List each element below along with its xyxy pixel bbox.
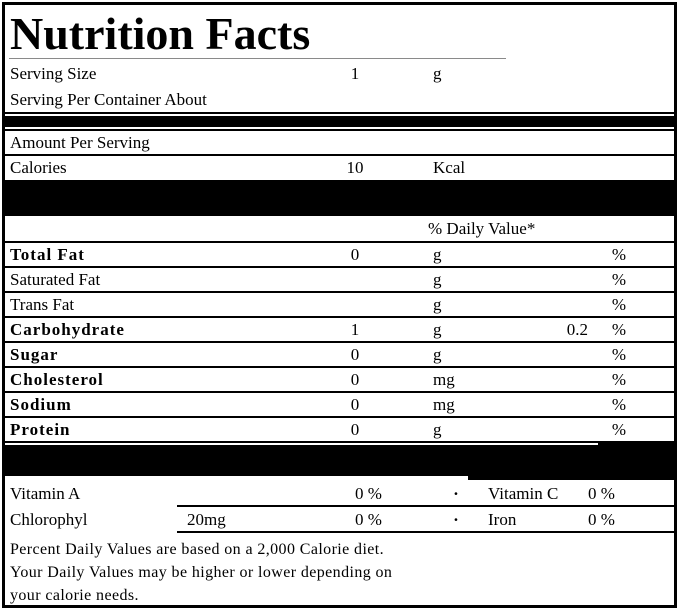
nutrient-name: Cholesterol xyxy=(10,369,104,389)
nutrient-unit: g xyxy=(433,419,442,439)
nutrient-unit: g xyxy=(433,294,442,314)
nutrient-value: 0 xyxy=(350,369,360,389)
micronutrient-amount: 20mg xyxy=(187,510,226,529)
bullet-separator: · xyxy=(453,510,459,529)
micronutrient-percent-2: 0 % xyxy=(588,510,615,529)
nutrient-extra-value: 0.2 xyxy=(566,319,588,339)
nutrient-percent-sign: % xyxy=(611,344,627,364)
nutrient-name: Sugar xyxy=(10,344,59,364)
separator-bar-calories xyxy=(5,182,674,216)
nutrient-percent-sign: % xyxy=(611,319,627,339)
nutrient-unit: g xyxy=(433,244,442,264)
nutrient-percent-sign: % xyxy=(611,244,627,264)
calories-value: 10 xyxy=(346,158,364,177)
nutrient-row: Sugar 0 g % xyxy=(5,343,674,368)
micronutrient-percent-2: 0 % xyxy=(588,483,615,503)
nutrient-name: Carbohydrate xyxy=(10,319,125,339)
bullet-separator: · xyxy=(453,483,459,503)
nutrient-value: 0 xyxy=(350,244,360,264)
nutrient-unit: g xyxy=(433,269,442,289)
nutrient-unit: mg xyxy=(433,394,455,414)
nutrient-unit: mg xyxy=(433,369,455,389)
nutrient-row: Trans Fat g % xyxy=(5,293,674,318)
nutrient-row: Carbohydrate 1 g 0.2 % xyxy=(5,318,674,343)
nutrient-value: 0 xyxy=(350,394,360,414)
micronutrient-rows: Vitamin A 0 % · Vitamin C 0 % Chlorophyl… xyxy=(5,480,674,533)
nutrient-value: 0 xyxy=(350,344,360,364)
micronutrient-name: Chlorophyl xyxy=(10,510,88,529)
nutrient-percent-sign: % xyxy=(611,419,627,439)
footnote-line: your calorie needs. xyxy=(10,587,139,604)
micronutrient-percent: 0 % xyxy=(355,483,382,503)
footnote-line: Your Daily Values may be higher or lower… xyxy=(10,564,393,581)
calories-unit: Kcal xyxy=(433,158,466,177)
serving-per-container-row: Serving Per Container About xyxy=(10,90,207,109)
micronutrient-percent: 0 % xyxy=(355,510,382,529)
nutrient-unit: g xyxy=(433,344,442,364)
separator-bar-bottom xyxy=(5,441,674,480)
serving-size-unit: g xyxy=(433,64,442,83)
nutrient-row: Cholesterol 0 mg % xyxy=(5,368,674,393)
nutrient-name: Saturated Fat xyxy=(10,269,101,289)
micronutrient-name-2: Iron xyxy=(488,510,517,529)
nutrient-rows: Total Fat 0 g % Saturated Fat g % Trans … xyxy=(5,243,674,443)
nutrient-name: Sodium xyxy=(10,394,72,414)
amount-per-serving-row: Amount Per Serving xyxy=(5,131,674,156)
calories-label: Calories xyxy=(10,158,67,177)
nutrient-row: Sodium 0 mg % xyxy=(5,393,674,418)
micronutrient-row: Vitamin A 0 % · Vitamin C 0 % xyxy=(5,480,674,507)
serving-size-row: Serving Size 1 g xyxy=(5,61,674,87)
serving-size-value: 1 xyxy=(350,64,360,83)
nutrient-name: Protein xyxy=(10,419,71,439)
nutrient-name: Trans Fat xyxy=(10,294,75,314)
footnotes: Percent Daily Values are based on a 2,00… xyxy=(5,533,674,607)
separator-bar-top xyxy=(5,112,674,131)
nutrient-row: Protein 0 g % xyxy=(5,418,674,443)
nutrient-percent-sign: % xyxy=(611,394,627,414)
micronutrient-name: Vitamin A xyxy=(10,483,81,503)
nutrient-percent-sign: % xyxy=(611,294,627,314)
micronutrient-row: Chlorophyl 20mg 0 % · Iron 0 % xyxy=(5,507,674,533)
nutrient-percent-sign: % xyxy=(611,369,627,389)
calories-row: Calories 10 Kcal xyxy=(5,156,674,182)
nutrient-unit: g xyxy=(433,319,442,339)
daily-value-header: % Daily Value* xyxy=(5,216,674,243)
nutrient-row: Total Fat 0 g % xyxy=(5,243,674,268)
label-title: Nutrition Facts xyxy=(5,5,674,61)
nutrient-percent-sign: % xyxy=(611,269,627,289)
footnote-line: Percent Daily Values are based on a 2,00… xyxy=(10,541,385,558)
nutrient-value: 1 xyxy=(350,319,360,339)
nutrient-row: Saturated Fat g % xyxy=(5,268,674,293)
nutrient-value: 0 xyxy=(350,419,360,439)
serving-size-label: Serving Size xyxy=(10,64,97,83)
micronutrient-name-2: Vitamin C xyxy=(488,483,559,503)
nutrient-name: Total Fat xyxy=(10,244,85,264)
